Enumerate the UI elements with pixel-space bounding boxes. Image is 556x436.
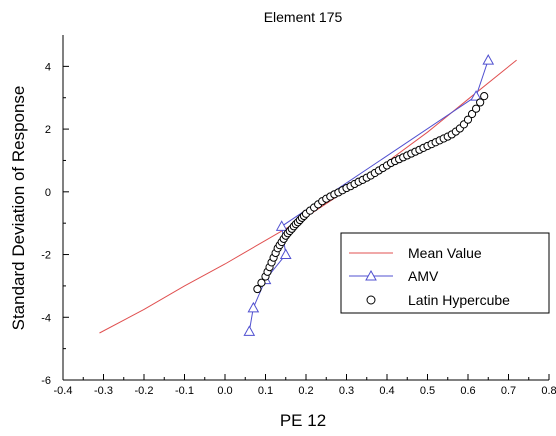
- triangle-marker: [279, 248, 292, 260]
- chart-title: Element 175: [264, 9, 343, 25]
- triangle-marker: [247, 301, 260, 313]
- data-point: [476, 98, 485, 107]
- data-point: [257, 278, 266, 287]
- data-point: [467, 109, 477, 119]
- x-tick-label: 0.8: [541, 385, 556, 397]
- x-tick-label: 0.4: [379, 385, 394, 397]
- y-tick-label: -6: [41, 375, 51, 387]
- data-point: [253, 284, 262, 294]
- x-tick-label: -0.2: [135, 385, 154, 397]
- y-tick-label: -2: [41, 250, 51, 262]
- x-tick-label: 0.2: [298, 385, 313, 397]
- y-tick-label: 2: [45, 124, 51, 136]
- triangle-marker: [243, 325, 256, 336]
- data-point: [463, 115, 473, 124]
- x-tick-label: -0.4: [54, 385, 73, 397]
- axes: -6 -4 -2 0 2 4 -0.4 -0.3 -0.2 -0.1 0.0 0.1 0.2 0.3 0.4…: [41, 35, 556, 397]
- legend-triangle-marker-icon: [365, 269, 377, 281]
- x-tick-label: -0.3: [94, 385, 113, 397]
- triangle-marker: [470, 90, 482, 101]
- y-tick-label: 0: [45, 187, 51, 199]
- data-point: [472, 104, 481, 113]
- x-tick-label: 0.5: [420, 385, 435, 397]
- x-tick-label: 0.6: [460, 385, 475, 397]
- y-tick-label: -4: [41, 312, 51, 324]
- legend-label-latin-hypercube: Latin Hypercube: [408, 292, 510, 308]
- plot-area: [99, 54, 517, 336]
- x-tick-label: 0.3: [339, 385, 354, 397]
- data-point: [480, 92, 489, 101]
- x-axis-title: PE 12: [280, 411, 326, 430]
- legend: Mean Value AMV Latin Hypercube: [340, 232, 550, 314]
- x-tick-label: -0.1: [175, 385, 194, 397]
- x-tick-label: 0.7: [501, 385, 516, 397]
- series-latin-hypercube: [253, 92, 489, 294]
- legend-label-amv: AMV: [408, 268, 439, 284]
- y-axis-title: Standard Deviation of Response: [9, 86, 28, 331]
- triangle-marker: [482, 54, 495, 65]
- x-tick-label: 0.1: [258, 385, 273, 397]
- legend-label-mean-value: Mean Value: [408, 245, 482, 261]
- y-tick-label: 4: [45, 61, 51, 73]
- triangle-marker: [275, 220, 288, 231]
- series-amv: [243, 54, 495, 336]
- x-tick-label: 0.0: [217, 385, 232, 397]
- legend-circle-marker-icon: [366, 295, 376, 305]
- legend-box: [340, 232, 550, 314]
